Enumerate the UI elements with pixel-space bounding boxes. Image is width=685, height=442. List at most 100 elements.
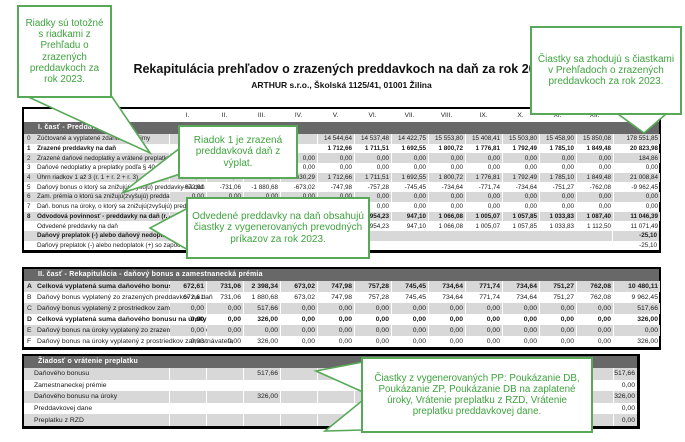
value-cell: 0,00 bbox=[466, 303, 502, 314]
row-label: Preddavkovej dane bbox=[34, 405, 93, 413]
callout-odvedene-note: Odvedené preddavky na daň obsahujú čiast… bbox=[186, 197, 370, 259]
value-cell bbox=[170, 368, 206, 380]
value-cell: 326,00 bbox=[244, 391, 280, 403]
value-cell: 1 849,48 bbox=[586, 145, 611, 153]
value-cell bbox=[207, 391, 243, 403]
value-cell: 1 005,07 bbox=[466, 211, 502, 222]
value-cell: 0,00 bbox=[523, 316, 537, 323]
value-cell: -734,64 bbox=[441, 183, 463, 191]
value-cell: 0,00 bbox=[540, 303, 576, 314]
total-cell: 184,86 bbox=[614, 153, 660, 164]
value-cell: 0,00 bbox=[207, 303, 243, 314]
value-cell: 1 712,66 bbox=[318, 172, 354, 183]
value-cell: 1 057,85 bbox=[503, 211, 539, 222]
table-row: 3 Daňové nedoplatky a preplatky podľa § 4… bbox=[24, 163, 659, 173]
total-cell: 11 071,49 bbox=[630, 222, 658, 230]
column-header-month: IX. bbox=[479, 112, 488, 119]
value-cell: 0,00 bbox=[355, 325, 391, 336]
total-cell: 326,00 bbox=[637, 316, 658, 323]
value-cell: 14 544,64 bbox=[318, 134, 354, 144]
value-cell: 947,10 bbox=[406, 222, 426, 230]
total-cell: 0,00 bbox=[645, 203, 658, 211]
value-cell bbox=[318, 391, 354, 403]
value-cell: 15 553,80 bbox=[429, 134, 465, 144]
value-cell: 0,00 bbox=[375, 316, 389, 323]
table-row: 5 Daňový bonus o ktorý sa znižujú(zvyšujú… bbox=[24, 182, 659, 193]
value-cell: 0,00 bbox=[523, 338, 537, 345]
table-row: 2 Zrazené daňové nedoplatky a vrátené pre… bbox=[24, 153, 660, 164]
value-cell: 954,23 bbox=[355, 211, 391, 222]
value-cell: 1 792,49 bbox=[512, 145, 537, 153]
value-cell bbox=[281, 380, 317, 392]
value-cell: 0,00 bbox=[281, 153, 317, 164]
value-cell: 954,23 bbox=[369, 222, 389, 230]
value-cell bbox=[318, 403, 354, 415]
column-header-month: XII. bbox=[589, 112, 600, 119]
value-cell bbox=[207, 380, 243, 392]
value-cell: 1 849,48 bbox=[577, 172, 613, 183]
value-cell: 747,98 bbox=[331, 294, 352, 301]
total-cell: 10 480,11 bbox=[614, 281, 660, 292]
value-cell: 1 033,83 bbox=[540, 211, 576, 222]
value-cell: 0,00 bbox=[503, 303, 539, 314]
table-row: C Daňový bonus vyplatený z prostriedkov z… bbox=[24, 303, 660, 314]
value-cell: 0,00 bbox=[486, 338, 500, 345]
value-cell: 0,00 bbox=[190, 316, 204, 323]
row-number: 4 bbox=[24, 172, 37, 183]
value-cell: 0,00 bbox=[449, 338, 463, 345]
row-label: Daňového bonusu na úroky bbox=[24, 391, 169, 403]
value-cell: 1 785,10 bbox=[540, 172, 576, 183]
row-number: C bbox=[24, 303, 37, 314]
value-cell: 0,00 bbox=[318, 192, 354, 202]
value-cell: -673,02 bbox=[293, 183, 315, 191]
row-label: Preplatku z RZD bbox=[24, 414, 169, 426]
value-cell: 673,02 bbox=[294, 294, 315, 301]
value-cell: 1 711,51 bbox=[355, 172, 391, 183]
value-cell: 0,00 bbox=[227, 316, 241, 323]
row-number: A bbox=[24, 281, 37, 292]
value-cell: 0,00 bbox=[598, 164, 611, 172]
value-cell: 0,00 bbox=[577, 192, 613, 202]
value-cell: 0,00 bbox=[597, 338, 611, 345]
value-cell: 745,45 bbox=[392, 281, 428, 292]
value-cell: 0,00 bbox=[561, 203, 574, 211]
value-cell: 751,27 bbox=[540, 281, 576, 292]
value-cell: 0,00 bbox=[301, 338, 315, 345]
value-cell: 0,00 bbox=[412, 316, 426, 323]
table-row: F Daňový bonus na úroky vyplatený z prost… bbox=[24, 336, 659, 347]
month-column-headers: I. II. III. IV. V. VI. VII. VIII. IX. X. XI. XII. bbox=[24, 109, 659, 122]
value-cell: 14 422,75 bbox=[392, 134, 428, 144]
value-cell: 15 408,41 bbox=[466, 134, 502, 144]
value-cell: 0,00 bbox=[524, 203, 537, 211]
total-cell: 0,00 bbox=[614, 414, 637, 426]
row-number: 7 bbox=[27, 203, 31, 211]
value-cell bbox=[244, 380, 280, 392]
value-cell: 0,00 bbox=[338, 316, 352, 323]
value-cell: -751,27 bbox=[552, 183, 574, 191]
total-cell: 21 008,84 bbox=[614, 172, 660, 183]
total-cell: -9 962,45 bbox=[631, 183, 658, 191]
row-number bbox=[24, 241, 37, 251]
total-cell: 0,00 bbox=[614, 325, 660, 336]
value-cell: 0,00 bbox=[540, 153, 576, 164]
value-cell bbox=[207, 403, 243, 415]
value-cell: 751,27 bbox=[553, 294, 574, 301]
value-cell: 1 066,08 bbox=[429, 211, 465, 222]
value-cell: 1 776,81 bbox=[475, 145, 500, 153]
value-cell: 0,00 bbox=[392, 325, 428, 336]
row-label: Daňové nedoplatky a preplatky podľa § 40… bbox=[37, 164, 178, 172]
document-subtitle: ARTHUR s.r.o., Školská 1125/41, 01001 Ži… bbox=[251, 80, 432, 90]
value-cell: 0,00 bbox=[560, 338, 574, 345]
total-cell: 0,00 bbox=[645, 164, 658, 172]
value-cell: 0,00 bbox=[207, 325, 243, 336]
value-cell: 0,00 bbox=[392, 153, 428, 164]
table-row: A Celková vyplatená suma daňového bonusu 6… bbox=[24, 281, 660, 292]
value-cell: 0,00 bbox=[449, 316, 463, 323]
row-number: 0 bbox=[24, 134, 37, 144]
callout-generated-payments-note: Čiastky z vygenerovaných PP: Poukázanie … bbox=[361, 357, 593, 433]
value-cell: 0,00 bbox=[302, 164, 315, 172]
callout-rows-identical: Riadky sú totožné s riadkami z Prehľadu … bbox=[17, 5, 112, 98]
row-label: Odvodová povinnosť - preddavky na daň (r… bbox=[37, 211, 223, 222]
value-cell: 0,00 bbox=[429, 303, 465, 314]
value-cell bbox=[207, 368, 243, 380]
